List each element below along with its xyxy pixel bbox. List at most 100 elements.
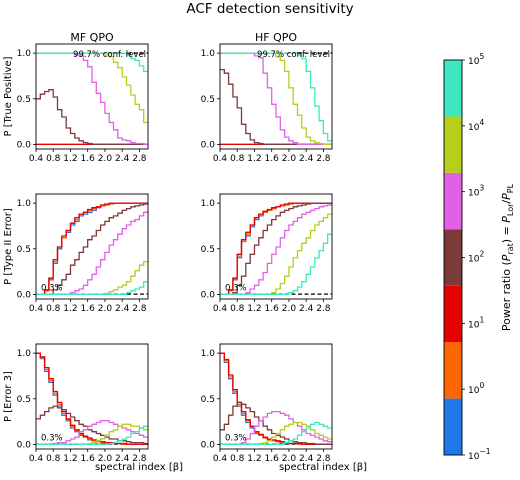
colorbar-segment xyxy=(444,60,462,117)
colorbar-segment xyxy=(444,398,462,455)
y-tick-label: 0.0 xyxy=(201,290,216,300)
panel: 0.4 0.8 1.2 1.6 2.0 2.4 2.8 0.0 0.5 1.0 0.3% xyxy=(201,193,333,314)
y-tick-label: 0.5 xyxy=(201,245,215,255)
y-tick-label: 0.5 xyxy=(17,245,31,255)
colorbar-tick-label: 102 xyxy=(468,250,484,265)
column-title: MF QPO xyxy=(70,31,114,44)
x-tick-label: 2.0 xyxy=(98,154,113,164)
panel-frame xyxy=(219,43,333,150)
y-tick-label: 0.0 xyxy=(17,140,32,150)
series-step-line xyxy=(36,52,148,73)
x-tick-label: 0.4 xyxy=(29,304,44,314)
series-step-line xyxy=(220,202,332,296)
panel: 0.4 0.8 1.2 1.6 2.0 2.4 2.8 0.0 0.5 1.0 99.7% conf… xyxy=(3,43,149,164)
panel: 0.4 0.8 1.2 1.6 2.0 2.4 2.8 0.0 0.5 1.0 0.3% xyxy=(201,343,333,464)
series-step-line xyxy=(220,52,332,142)
colorbar-tick-label: 103 xyxy=(468,184,484,199)
x-tick-label: 0.8 xyxy=(46,454,61,464)
y-tick-label: 0.5 xyxy=(17,95,31,105)
series-step-line xyxy=(36,203,148,296)
x-tick-label: 2.8 xyxy=(132,154,147,164)
colorbar-tick-label: 104 xyxy=(468,118,484,133)
series-step-line xyxy=(36,52,148,124)
panel-frame xyxy=(219,343,333,450)
series-step-line xyxy=(220,202,332,296)
y-tick-label: 1.0 xyxy=(17,199,32,209)
x-tick-label: 2.0 xyxy=(282,304,297,314)
x-tick-label: 0.8 xyxy=(46,304,61,314)
x-tick-label: 1.2 xyxy=(247,304,261,314)
x-tick-label: 2.4 xyxy=(299,454,314,464)
y-tick-label: 1.0 xyxy=(201,349,216,359)
x-tick-label: 1.6 xyxy=(265,304,280,314)
x-tick-label: 2.0 xyxy=(98,304,113,314)
x-tick-label: 2.4 xyxy=(115,454,130,464)
x-tick-label: 0.8 xyxy=(46,154,61,164)
y-tick-label: 0.0 xyxy=(17,290,32,300)
x-tick-label: 1.2 xyxy=(63,304,77,314)
series-step-line xyxy=(220,352,332,446)
series-step-line xyxy=(220,421,332,446)
column-title: HF QPO xyxy=(255,31,297,44)
x-tick-label: 0.4 xyxy=(213,154,228,164)
x-axis-label-mf: spectral index [β] xyxy=(95,462,183,473)
x-tick-label: 1.6 xyxy=(81,454,96,464)
y-tick-label: 1.0 xyxy=(17,349,32,359)
series-step-line xyxy=(36,425,148,446)
colorbar-segment xyxy=(444,285,462,343)
x-tick-label: 0.4 xyxy=(213,304,228,314)
panel-frame xyxy=(35,193,149,300)
x-tick-label: 0.8 xyxy=(230,304,245,314)
colorbar: 105 104 103 102 101 100 10−1 Power ratio (Prat)… xyxy=(443,52,515,462)
y-tick-label: 0.5 xyxy=(201,95,215,105)
confidence-level-annotation: 99.7% conf. level xyxy=(73,50,146,60)
x-tick-label: 1.2 xyxy=(63,454,77,464)
y-tick-label: 0.5 xyxy=(17,395,31,405)
x-tick-label: 2.0 xyxy=(98,454,113,464)
colorbar-label: Power ratio (Prat) = PLor/PPL xyxy=(500,183,515,331)
panel: 0.4 0.8 1.2 1.6 2.0 2.4 2.8 0.0 0.5 1.0 0.3% P [Typ… xyxy=(3,193,149,314)
y-tick-label: 0.0 xyxy=(201,140,216,150)
colorbar-segment xyxy=(444,172,462,230)
x-tick-label: 2.8 xyxy=(316,454,331,464)
x-tick-label: 2.4 xyxy=(299,304,314,314)
colorbar-tick-label: 101 xyxy=(468,315,484,330)
x-tick-label: 2.8 xyxy=(132,454,147,464)
x-tick-label: 2.8 xyxy=(316,304,331,314)
series-step-line xyxy=(36,202,148,296)
y-tick-label: 0.0 xyxy=(201,440,216,450)
x-tick-label: 0.4 xyxy=(29,154,44,164)
x-tick-label: 0.8 xyxy=(230,454,245,464)
x-axis-label-hf: spectral index [β] xyxy=(279,462,367,473)
series-step-line xyxy=(220,410,332,446)
series-step-line xyxy=(220,204,332,296)
percent-annotation: 0.3% xyxy=(41,283,63,293)
colorbar-tick-label: 105 xyxy=(468,52,484,67)
panel: 0.4 0.8 1.2 1.6 2.0 2.4 2.8 0.0 0.5 1.0 0.3% P [Err… xyxy=(3,343,149,464)
x-tick-label: 2.8 xyxy=(132,304,147,314)
x-tick-label: 1.6 xyxy=(265,154,280,164)
x-tick-label: 2.4 xyxy=(115,304,130,314)
x-tick-label: 1.2 xyxy=(63,154,77,164)
colorbar-segment xyxy=(444,342,462,399)
x-tick-label: 0.4 xyxy=(29,454,44,464)
percent-annotation: 0.3% xyxy=(225,283,247,293)
panel-frame xyxy=(35,43,149,150)
x-tick-label: 1.6 xyxy=(265,454,280,464)
series-step-line xyxy=(220,401,332,446)
series-step-line xyxy=(36,89,148,146)
figure-title: ACF detection sensitivity xyxy=(186,1,353,17)
series-step-line xyxy=(36,52,148,146)
x-tick-label: 0.4 xyxy=(213,454,228,464)
x-tick-label: 2.0 xyxy=(282,154,297,164)
confidence-level-annotation: 99.7% conf. level xyxy=(257,50,330,60)
panel: 0.4 0.8 1.2 1.6 2.0 2.4 2.8 0.0 0.5 1.0 99.7% conf… xyxy=(201,43,333,164)
x-tick-label: 2.0 xyxy=(282,454,297,464)
percent-annotation: 0.3% xyxy=(225,433,247,443)
y-tick-label: 1.0 xyxy=(201,49,216,59)
x-tick-label: 2.4 xyxy=(299,154,314,164)
y-tick-label: 0.0 xyxy=(17,440,32,450)
series-step-line xyxy=(36,352,148,446)
